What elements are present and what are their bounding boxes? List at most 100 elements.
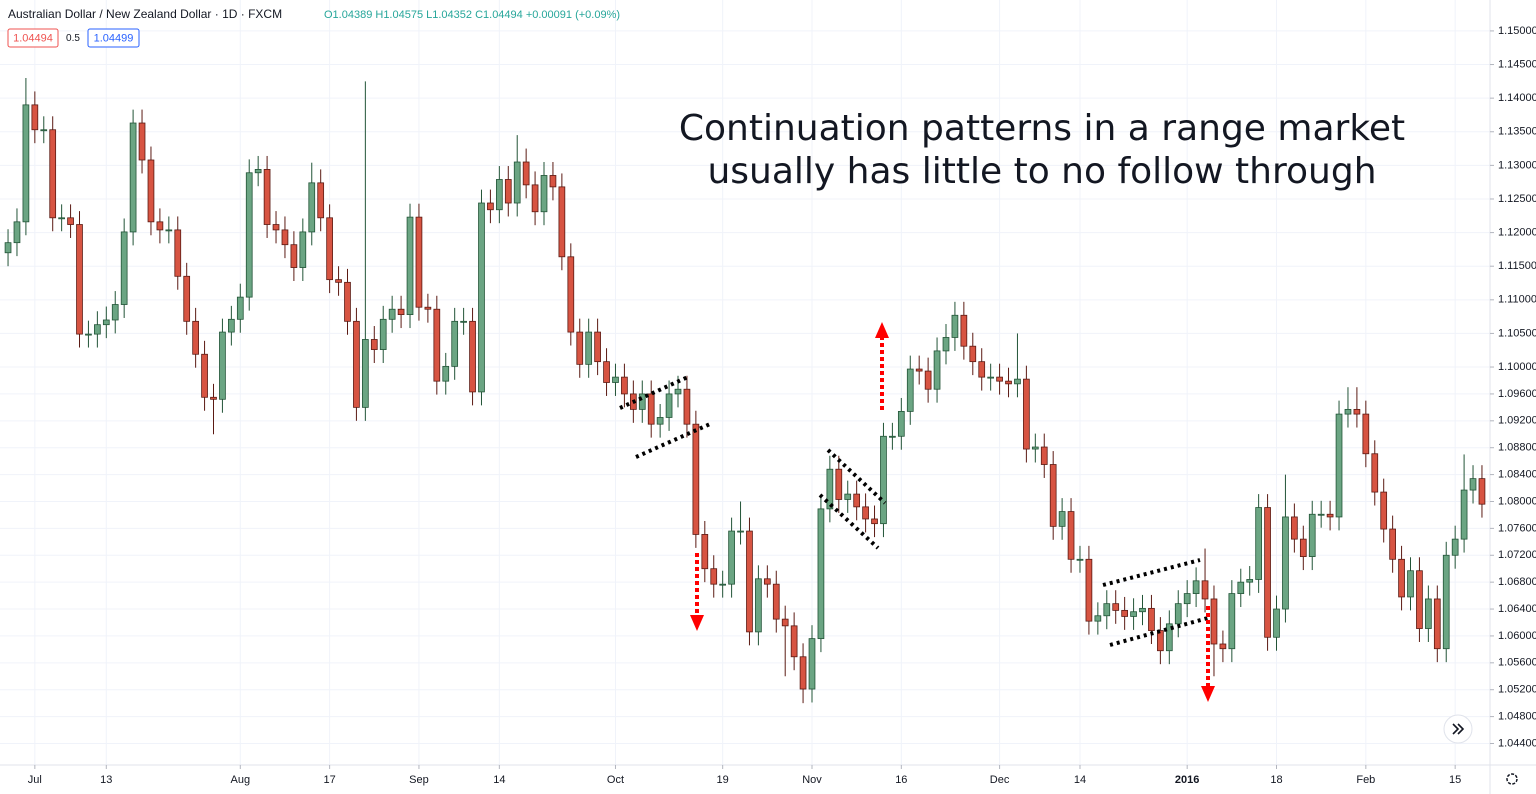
candle-body bbox=[1433, 598, 1441, 650]
candle-body bbox=[424, 306, 432, 310]
candle-body bbox=[379, 318, 387, 350]
flag-upper-line bbox=[826, 448, 887, 505]
y-tick-label: 1.07600 bbox=[1498, 522, 1536, 534]
y-tick-label: 1.08000 bbox=[1498, 495, 1536, 507]
y-tick-label: 1.09600 bbox=[1498, 388, 1536, 400]
candle-body bbox=[67, 217, 74, 225]
candle-body bbox=[513, 161, 521, 204]
candle-body bbox=[1442, 554, 1450, 650]
channel-upper-line bbox=[1102, 558, 1201, 587]
y-tick-label: 1.12500 bbox=[1498, 193, 1536, 205]
y-tick-label: 1.04800 bbox=[1498, 711, 1536, 723]
axes: 1.15000 1.14500 1.14000 1.13500 1.13000 1.125… bbox=[28, 25, 1536, 786]
candle-body bbox=[808, 638, 816, 690]
candle-body bbox=[603, 361, 610, 383]
candle-body bbox=[174, 229, 182, 277]
candle-body bbox=[996, 376, 1003, 382]
candle-body bbox=[335, 279, 342, 283]
candle-body bbox=[665, 393, 673, 418]
candle-body bbox=[308, 182, 316, 233]
candle-body bbox=[1085, 558, 1093, 622]
candle-body bbox=[49, 129, 57, 219]
candle-body bbox=[1353, 408, 1361, 415]
scroll-icon bbox=[1452, 723, 1465, 735]
y-tick-label: 1.11500 bbox=[1498, 260, 1536, 272]
candle-body bbox=[853, 493, 861, 508]
candle-body bbox=[1478, 478, 1486, 505]
y-tick-label: 1.08400 bbox=[1498, 469, 1536, 481]
x-tick-label: 17 bbox=[323, 774, 335, 786]
y-tick-label: 1.10000 bbox=[1498, 361, 1536, 373]
candle-body bbox=[94, 324, 101, 335]
ask-price: 1.04499 bbox=[94, 32, 134, 44]
candle-body bbox=[1014, 378, 1021, 385]
candle-body bbox=[1237, 581, 1245, 594]
candle-body bbox=[1371, 453, 1379, 493]
annotation-line: usually has little to no follow through bbox=[707, 151, 1376, 192]
candle-body bbox=[4, 242, 12, 254]
settings-button[interactable] bbox=[1506, 773, 1518, 785]
candle-body bbox=[737, 530, 744, 533]
y-tick-label: 1.15000 bbox=[1498, 25, 1536, 37]
candle-body bbox=[594, 331, 601, 363]
x-tick-label: Dec bbox=[990, 774, 1010, 786]
flag-lower-line bbox=[818, 493, 880, 550]
candle-body bbox=[487, 202, 494, 211]
candle-body bbox=[585, 331, 593, 365]
y-tick-label: 1.13500 bbox=[1498, 126, 1536, 138]
candle-body bbox=[76, 224, 83, 335]
candle-body bbox=[504, 179, 512, 204]
candle-body bbox=[1201, 580, 1209, 600]
ask-badge[interactable] bbox=[87, 28, 140, 48]
candle-body bbox=[415, 216, 423, 308]
y-tick-label: 1.05600 bbox=[1498, 657, 1536, 669]
candle-body bbox=[1139, 607, 1146, 613]
candle-body bbox=[692, 423, 700, 535]
candle-body bbox=[22, 104, 30, 223]
candle-body bbox=[254, 169, 262, 174]
candle-body bbox=[85, 333, 92, 336]
candle-body bbox=[317, 182, 325, 219]
candle-body bbox=[1210, 598, 1218, 645]
candle-body bbox=[638, 393, 646, 410]
x-tick-label: Oct bbox=[607, 774, 624, 786]
candle-body bbox=[933, 350, 941, 390]
candle-body bbox=[790, 625, 798, 658]
candle-body bbox=[817, 508, 825, 640]
y-tick-label: 1.08800 bbox=[1498, 442, 1536, 454]
channel-lower-line bbox=[1109, 616, 1209, 647]
y-tick-label: 1.12000 bbox=[1498, 226, 1536, 238]
bid-badge[interactable] bbox=[7, 28, 59, 48]
candle-body bbox=[862, 506, 869, 520]
bid-price: 1.04494 bbox=[13, 32, 53, 44]
candle-body bbox=[1094, 615, 1102, 622]
x-tick-label: 13 bbox=[100, 774, 112, 786]
candle-body bbox=[1282, 516, 1289, 610]
candle-body bbox=[370, 339, 378, 350]
candle-body bbox=[844, 493, 852, 500]
x-tick-label: Jul bbox=[28, 774, 42, 786]
candle-body bbox=[906, 368, 914, 412]
candle-body bbox=[701, 534, 709, 570]
candle-body bbox=[460, 320, 467, 323]
x-tick-label: Feb bbox=[1356, 774, 1375, 786]
candle-body bbox=[442, 365, 450, 382]
candle-body bbox=[31, 104, 39, 131]
candle-body bbox=[924, 370, 932, 390]
y-tick-label: 1.06800 bbox=[1498, 576, 1536, 588]
candle-body bbox=[522, 161, 530, 186]
candle-body bbox=[201, 353, 208, 398]
candle-body bbox=[960, 314, 968, 347]
candle-body bbox=[987, 376, 995, 379]
candle-body bbox=[1326, 513, 1334, 518]
candle-body bbox=[880, 435, 887, 525]
candle-body bbox=[397, 308, 405, 316]
candle-body bbox=[406, 216, 414, 316]
candle-body bbox=[835, 468, 843, 500]
candle-body bbox=[781, 618, 789, 627]
candle-body bbox=[281, 229, 289, 246]
candle-body bbox=[621, 376, 628, 395]
candle-body bbox=[1148, 607, 1155, 631]
candle-body bbox=[353, 320, 360, 408]
candle-body bbox=[719, 583, 727, 586]
